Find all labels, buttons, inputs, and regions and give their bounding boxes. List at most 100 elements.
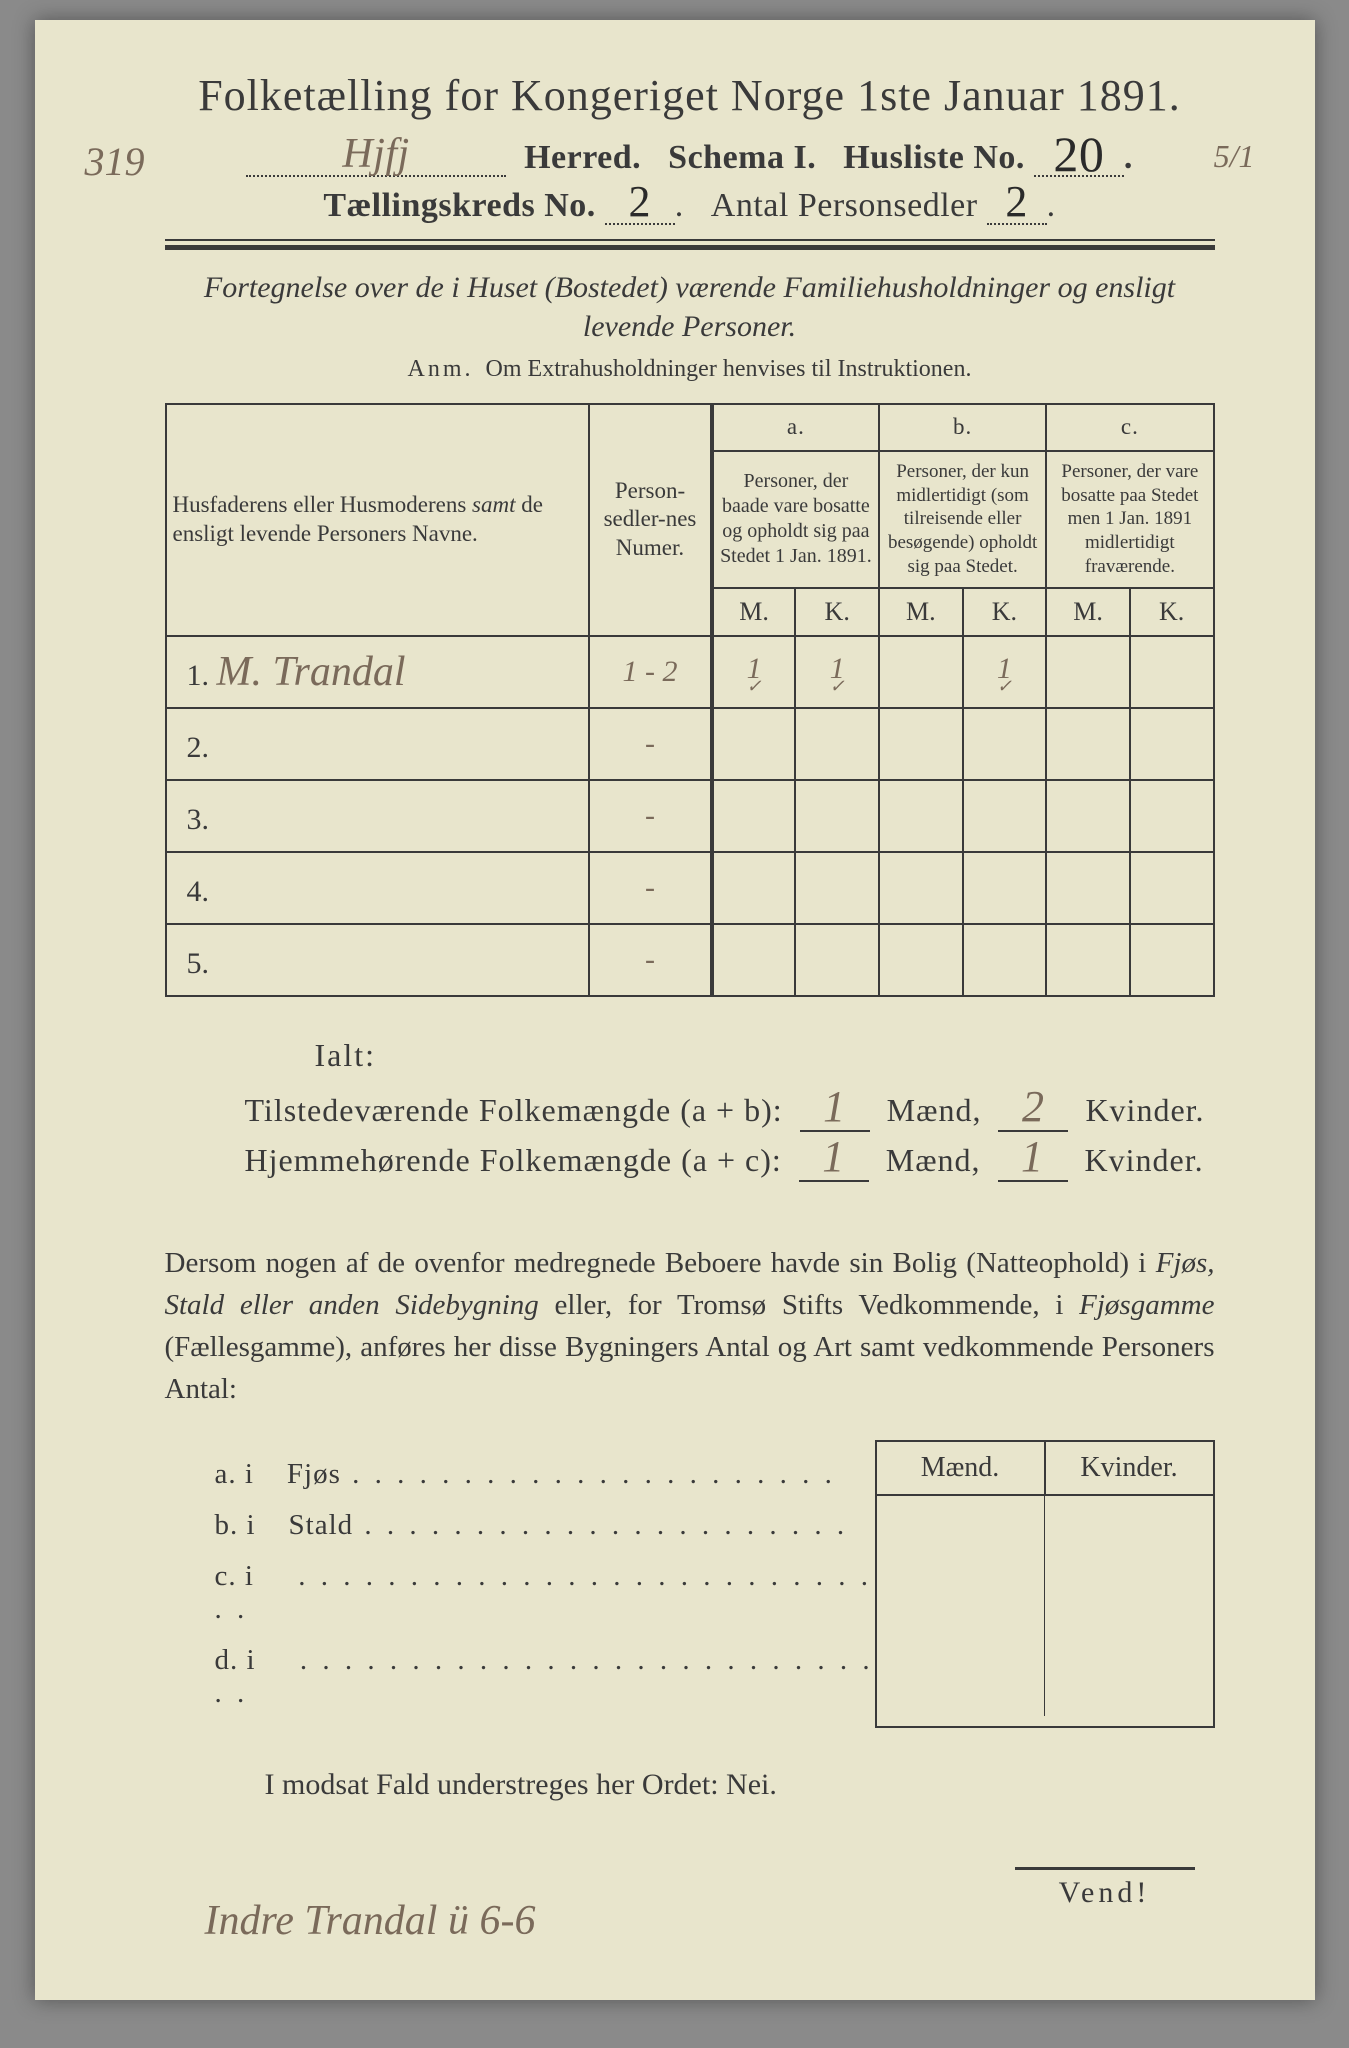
col-b-label: b. bbox=[879, 404, 1046, 451]
sum-line-1: Tilstedeværende Folkemængde (a + b): 1 M… bbox=[245, 1092, 1215, 1132]
row-number: 5. bbox=[166, 924, 590, 996]
cell-a-m bbox=[712, 780, 796, 852]
bygning-row: a. i Fjøs . . . . . . . . . . . . . . . … bbox=[215, 1458, 875, 1491]
col-k: K. bbox=[795, 588, 879, 636]
cell-a-m bbox=[712, 924, 796, 996]
husliste-value: 20 bbox=[1034, 139, 1124, 177]
census-form-page: 319 5/1 Folketælling for Kongeriget Norg… bbox=[35, 20, 1315, 2000]
cell-b-m bbox=[879, 636, 963, 708]
cell-c-m bbox=[1046, 924, 1130, 996]
cell-c-m bbox=[1046, 780, 1130, 852]
page-title: Folketælling for Kongeriget Norge 1ste J… bbox=[165, 70, 1215, 121]
cell-b-m bbox=[879, 708, 963, 780]
husliste-label: Husliste No. bbox=[843, 139, 1025, 176]
bygning-section: a. i Fjøs . . . . . . . . . . . . . . . … bbox=[165, 1440, 1215, 1728]
sum-line-2: Hjemmehørende Folkemængde (a + c): 1 Mæn… bbox=[245, 1142, 1215, 1182]
row-number: 3. bbox=[166, 780, 590, 852]
cell-a-k: 1✓ bbox=[795, 636, 879, 708]
cell-a-k bbox=[795, 780, 879, 852]
col-m: M. bbox=[879, 588, 963, 636]
bygning-row: d. i . . . . . . . . . . . . . . . . . .… bbox=[215, 1644, 875, 1710]
subtitle: Fortegnelse over de i Huset (Bostedet) v… bbox=[165, 268, 1215, 346]
sum2-label: Hjemmehørende Folkemængde (a + c): bbox=[245, 1142, 782, 1178]
anm-label: Anm. bbox=[408, 356, 474, 382]
col-m: M. bbox=[1046, 588, 1130, 636]
col-k: K. bbox=[1130, 588, 1214, 636]
person-numer: - bbox=[589, 924, 712, 996]
person-numer: 1 - 2 bbox=[589, 636, 712, 708]
cell-b-k bbox=[963, 780, 1047, 852]
table-row: 4. - bbox=[166, 852, 1214, 924]
cell-a-k bbox=[795, 708, 879, 780]
col-m: M. bbox=[712, 588, 796, 636]
cell-c-k bbox=[1130, 924, 1214, 996]
cell-a-m bbox=[712, 852, 796, 924]
sum2-k: 1 bbox=[998, 1142, 1068, 1182]
byg-kvinder-header: Kvinder. bbox=[1046, 1442, 1213, 1494]
cell-c-k bbox=[1130, 780, 1214, 852]
col-name-header: Husfaderens eller Husmoderens samt de en… bbox=[166, 404, 590, 636]
maend-label: Mænd, bbox=[886, 1142, 981, 1178]
cell-b-k bbox=[963, 708, 1047, 780]
cell-a-k bbox=[795, 852, 879, 924]
kreds-value: 2 bbox=[605, 187, 675, 225]
row-number: 1. M. Trandal bbox=[166, 636, 590, 708]
cell-c-k bbox=[1130, 852, 1214, 924]
row-number: 2. bbox=[166, 708, 590, 780]
cell-c-m bbox=[1046, 636, 1130, 708]
cell-c-m bbox=[1046, 708, 1130, 780]
row-number: 4. bbox=[166, 852, 590, 924]
bygning-row: c. i . . . . . . . . . . . . . . . . . .… bbox=[215, 1560, 875, 1626]
left-margin-number: 319 bbox=[85, 138, 145, 185]
cell-b-m bbox=[879, 924, 963, 996]
cell-b-k bbox=[963, 852, 1047, 924]
sum1-m: 1 bbox=[800, 1092, 870, 1132]
byg-maend-header: Mænd. bbox=[877, 1442, 1046, 1494]
table-row: 1. M. Trandal1 - 21✓1✓1✓ bbox=[166, 636, 1214, 708]
sum2-m: 1 bbox=[799, 1142, 869, 1182]
bottom-handwritten-note: Indre Trandal ü 6-6 bbox=[205, 1897, 536, 1945]
cell-b-k bbox=[963, 924, 1047, 996]
header-line-1: Hjfj Herred. Schema I. Husliste No. 20. bbox=[165, 139, 1215, 177]
divider bbox=[165, 239, 1215, 241]
table-row: 3. - bbox=[166, 780, 1214, 852]
herred-label: Herred. bbox=[524, 139, 641, 176]
right-margin-number: 5/1 bbox=[1214, 138, 1255, 175]
header-line-2: Tællingskreds No. 2. Antal Personsedler … bbox=[165, 187, 1215, 225]
col-a-text: Personer, der baade vare bosatte og opho… bbox=[712, 451, 879, 588]
kvinder-label: Kvinder. bbox=[1085, 1142, 1204, 1178]
col-b-text: Personer, der kun midlertidigt (som tilr… bbox=[879, 451, 1046, 588]
cell-c-m bbox=[1046, 852, 1130, 924]
col-k: K. bbox=[963, 588, 1047, 636]
person-numer: - bbox=[589, 708, 712, 780]
table-row: 2. - bbox=[166, 708, 1214, 780]
cell-b-m bbox=[879, 780, 963, 852]
antal-value: 2 bbox=[987, 187, 1047, 225]
person-numer: - bbox=[589, 780, 712, 852]
herred-value: Hjfj bbox=[246, 139, 506, 177]
col-c-text: Personer, der vare bosatte paa Stedet me… bbox=[1046, 451, 1213, 588]
cell-b-m bbox=[879, 852, 963, 924]
vend-label: Vend! bbox=[1015, 1867, 1195, 1910]
kreds-label: Tællingskreds No. bbox=[323, 187, 595, 224]
cell-a-k bbox=[795, 924, 879, 996]
cell-a-m bbox=[712, 708, 796, 780]
nei-line: I modsat Fald understreges her Ordet: Ne… bbox=[265, 1768, 1215, 1802]
col-c-label: c. bbox=[1046, 404, 1213, 451]
sum1-label: Tilstedeværende Folkemængde (a + b): bbox=[245, 1092, 783, 1128]
cell-c-k bbox=[1130, 708, 1214, 780]
col-num-header: Person-sedler-nes Numer. bbox=[589, 404, 712, 636]
anm-text: Om Extrahusholdninger henvises til Instr… bbox=[486, 356, 972, 382]
divider bbox=[165, 245, 1215, 250]
col-a-label: a. bbox=[712, 404, 879, 451]
bygning-row: b. i Stald . . . . . . . . . . . . . . .… bbox=[215, 1509, 875, 1542]
antal-label: Antal Personsedler bbox=[711, 187, 978, 224]
person-numer: - bbox=[589, 852, 712, 924]
sum1-k: 2 bbox=[998, 1092, 1068, 1132]
bygning-paragraph: Dersom nogen af de ovenfor medregnede Be… bbox=[165, 1242, 1215, 1410]
cell-a-m: 1✓ bbox=[712, 636, 796, 708]
cell-b-k: 1✓ bbox=[963, 636, 1047, 708]
table-row: 5. - bbox=[166, 924, 1214, 996]
census-table: Husfaderens eller Husmoderens samt de en… bbox=[165, 403, 1215, 997]
bygning-count-box: Mænd. Kvinder. bbox=[875, 1440, 1215, 1728]
